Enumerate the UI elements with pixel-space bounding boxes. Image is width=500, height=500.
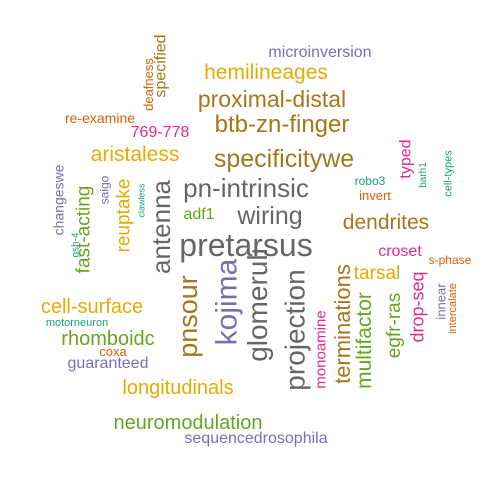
- word-specified: specified: [153, 34, 170, 98]
- word-egfr-ras: egfr-ras: [384, 292, 406, 358]
- word-intercalate: intercalate: [446, 282, 459, 334]
- word-rhomboidc: rhomboidc: [61, 328, 155, 350]
- word-motorneuron: motorneuron: [45, 316, 109, 329]
- word-pretarsus: pretarsus: [179, 227, 313, 263]
- word-reuptake: reuptake: [113, 178, 135, 252]
- word-antenna: antenna: [145, 180, 176, 274]
- word-btb-zn-finger: btb-zn-finger: [214, 111, 350, 138]
- word-robo3: robo3: [354, 174, 386, 188]
- word-guaranteed: guaranteed: [67, 355, 149, 372]
- word-barh1: barh1: [417, 162, 429, 188]
- word-typed: typed: [397, 139, 415, 179]
- word-coxa: coxa: [99, 343, 127, 359]
- word-kojima: kojima: [209, 258, 243, 346]
- word-monoamine: monoamine: [312, 309, 330, 389]
- word-invert: invert: [359, 187, 391, 203]
- word-tarsal: tarsal: [353, 262, 401, 284]
- word-s-phase: s-phase: [428, 253, 472, 267]
- word-innear: innear: [433, 282, 449, 320]
- word-croset: croset: [378, 243, 422, 260]
- word-proximal-distal: proximal-distal: [197, 85, 347, 112]
- word-pnsour: pnsour: [172, 274, 203, 358]
- word-769-778: 769-778: [130, 124, 190, 141]
- word-multifactor: multifactor: [352, 291, 376, 389]
- word-adf1: adf1: [183, 206, 215, 223]
- word-longitudinals: longitudinals: [122, 377, 234, 399]
- word-cell-surface: cell-surface: [40, 296, 144, 318]
- word-specificitywe: specificitywe: [213, 144, 355, 173]
- word-drop-seq: drop-seq: [407, 271, 428, 343]
- word-projection: projection: [280, 269, 311, 391]
- word-gsh-4: gsh-4: [70, 232, 82, 258]
- word-microinversion: microinversion: [268, 44, 372, 61]
- word-changeswe: changeswe: [49, 164, 66, 236]
- word-deafness: deafness: [140, 57, 156, 111]
- word-re-examine: re-examine: [64, 110, 136, 126]
- word-cell-types: cell-types: [442, 149, 455, 197]
- word-aristaless: aristaless: [90, 142, 180, 166]
- word-pn-intrinsic: pn-intrinsic: [183, 173, 309, 203]
- word-terminations: terminations: [330, 264, 355, 384]
- word-wiring: wiring: [237, 201, 303, 230]
- word-dendrites: dendrites: [342, 210, 430, 234]
- word-neuromodulation: neuromodulation: [113, 412, 263, 434]
- word-clawless: clawless: [136, 182, 147, 218]
- word-hemilineages: hemilineages: [204, 60, 328, 84]
- word-saigo: saigo: [97, 175, 111, 205]
- word-fast-acting: fast-acting: [73, 185, 95, 273]
- word-glomeruli: glomeruli: [241, 248, 273, 362]
- word-sequencedrosophila: sequencedrosophila: [184, 430, 328, 447]
